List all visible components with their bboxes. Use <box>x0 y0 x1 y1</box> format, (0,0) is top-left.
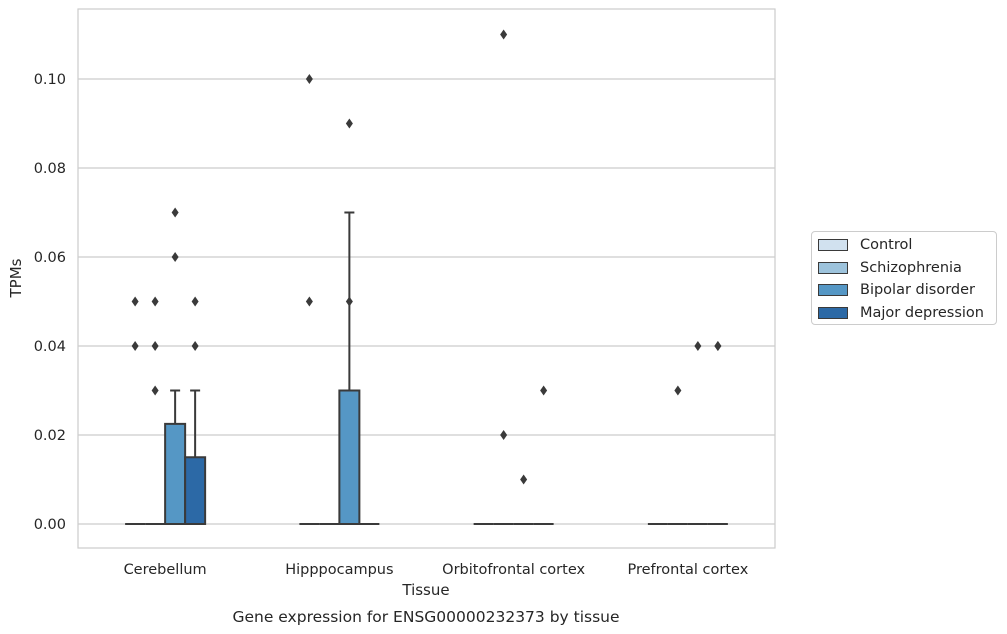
legend-swatch <box>818 284 848 296</box>
box-schizophrenia <box>145 296 166 525</box>
legend-label: Major depression <box>860 304 984 321</box>
box-control <box>299 74 320 525</box>
outlier-point <box>500 430 508 440</box>
box-bipolar-disorder <box>687 341 708 525</box>
x-tick-label: Hipppocampus <box>285 562 393 578</box>
x-tick-label: Orbitofrontal cortex <box>442 562 585 578</box>
y-tick-label: 0.08 <box>34 161 66 177</box>
box-schizophrenia <box>667 385 688 525</box>
x-axis-ticks: Cerebellum Hipppocampus Orbitofrontal cort… <box>124 562 749 578</box>
outlier-point <box>131 341 139 351</box>
legend-item: Bipolar disorder <box>818 280 975 300</box>
outlier-point <box>171 207 179 218</box>
y-tick-label: 0.00 <box>34 517 66 533</box>
plot-area-frame <box>77 8 776 549</box>
legend-item: Major depression <box>818 303 984 323</box>
chart-title: Gene expression for ENSG00000232373 by t… <box>232 608 619 626</box>
legend-swatch <box>818 239 848 251</box>
y-tick-label: 0.04 <box>34 339 66 355</box>
y-tick-label: 0.10 <box>34 72 66 88</box>
box-major-depression <box>707 341 728 525</box>
outlier-point <box>500 29 508 40</box>
outlier-point <box>714 341 722 351</box>
legend-label: Control <box>860 237 913 253</box>
box-bipolar-disorder <box>338 118 361 525</box>
outlier-point <box>345 118 353 129</box>
box-plot-marks <box>125 29 728 525</box>
legend-label: Bipolar disorder <box>860 282 975 298</box>
box-control <box>125 296 146 525</box>
outlier-point <box>131 296 139 307</box>
y-tick-label: 0.06 <box>34 250 66 266</box>
y-axis-label: TPMs <box>7 258 25 298</box>
outlier-point <box>345 296 353 307</box>
outlier-point <box>694 341 702 351</box>
outlier-point <box>540 385 548 396</box>
box-bipolar-disorder <box>513 474 534 525</box>
legend-item: Control <box>818 235 912 255</box>
x-tick-label: Cerebellum <box>124 562 207 578</box>
outlier-point <box>171 252 179 262</box>
outlier-point <box>151 341 159 351</box>
box-major-depression <box>184 296 207 525</box>
box-major-depression <box>533 385 554 525</box>
legend: Control Schizophrenia Bipolar disorder Majo… <box>811 231 997 325</box>
legend-swatch <box>818 306 848 319</box>
legend-item: Schizophrenia <box>818 258 962 278</box>
box-iqr <box>164 422 187 525</box>
outlier-point <box>305 74 313 84</box>
y-tick-label: 0.02 <box>34 428 66 444</box>
outlier-point <box>151 296 159 307</box>
box-bipolar-disorder <box>164 207 187 525</box>
outlier-point <box>520 474 528 485</box>
x-tick-label: Prefrontal cortex <box>627 562 748 578</box>
outlier-point <box>191 341 199 351</box>
box-iqr <box>338 389 361 525</box>
legend-swatch <box>818 261 848 274</box>
legend-label: Schizophrenia <box>860 259 962 276</box>
outlier-point <box>674 385 682 396</box>
outlier-point <box>151 385 159 396</box>
outlier-point <box>191 296 199 307</box>
box-schizophrenia <box>493 29 514 525</box>
y-axis-ticks: 0.00 0.02 0.04 0.06 0.08 0.10 <box>34 72 66 533</box>
outlier-point <box>305 296 313 307</box>
box-iqr <box>184 456 207 525</box>
x-axis-label: Tissue <box>401 581 449 599</box>
